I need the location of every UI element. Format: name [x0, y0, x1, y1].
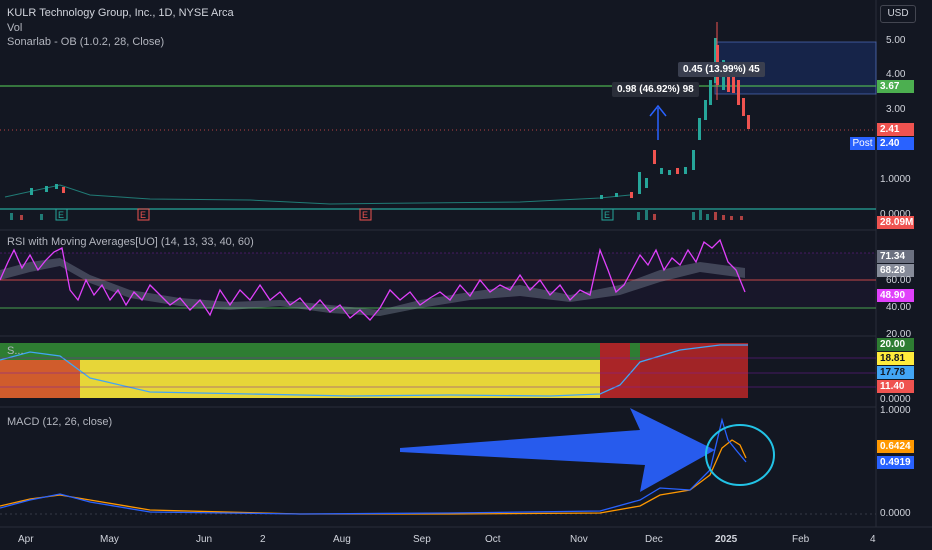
price-axis-label: 1.0000 [880, 174, 911, 185]
price-tag-post: 2.40 [877, 137, 914, 150]
date-label: 4 [870, 534, 876, 545]
oscillator-histogram [0, 343, 748, 398]
date-label: Nov [570, 534, 588, 545]
post-market-label: Post [850, 137, 875, 150]
price-axis-label: 3.00 [886, 104, 906, 115]
rsi-line [0, 238, 746, 321]
mid-panel-legend: S... [7, 345, 24, 357]
price-tag-last: 2.41 [877, 123, 914, 136]
macd-axis-label: 1.0000 [880, 405, 911, 416]
price-axis-label: 5.00 [886, 35, 906, 46]
date-label: Feb [792, 534, 810, 545]
date-label: May [100, 534, 119, 545]
up-arrow-annotation [649, 104, 667, 140]
volume-bars [10, 210, 743, 220]
rsi-axis-label: 40.00 [886, 302, 912, 313]
date-label: Jun [196, 534, 213, 545]
date-label: Dec [645, 534, 663, 545]
volume-tag: 28.09M [877, 216, 914, 229]
rsi-legend: RSI with Moving Averages[UO] (14, 13, 33… [7, 236, 254, 248]
orderblock-legend: Sonarlab - OB (1.0.2, 28, Close) [7, 36, 165, 48]
price-tag-upper-level: 3.67 [877, 80, 914, 93]
price-axis-label: 4.00 [886, 69, 906, 80]
highlight-circle [705, 424, 775, 486]
date-label: 2025 [715, 534, 738, 545]
mid-axis-label: 0.0000 [880, 394, 911, 405]
macd-axis-label: 0.0000 [880, 508, 911, 519]
date-label: Aug [333, 534, 351, 545]
rsi-axis-label: 20.00 [886, 329, 912, 340]
mid-tag-b: 18.81 [877, 352, 914, 365]
date-label: Sep [413, 534, 431, 545]
currency-button[interactable]: USD [880, 5, 916, 23]
svg-text:E: E [58, 210, 64, 220]
date-label: 2 [260, 534, 266, 545]
macd-line [0, 417, 747, 515]
vol-legend: Vol [7, 22, 23, 34]
macd-value-tag: 0.4919 [877, 456, 914, 469]
rsi-ma-band [0, 258, 745, 316]
blue-arrow-annotation [400, 408, 715, 492]
symbol-title: KULR Technology Group, Inc., 1D, NYSE Ar… [7, 7, 234, 19]
macd-signal-tag: 0.6424 [877, 440, 914, 453]
svg-text:E: E [362, 210, 368, 220]
measure-label-right: 0.45 (13.99%) 45 [678, 62, 765, 77]
rsi-value-tag: 48.90 [877, 289, 914, 302]
price-candles [4, 22, 750, 205]
measure-label-left: 0.98 (46.92%) 98 [612, 82, 699, 97]
earnings-markers[interactable]: E E E E [55, 208, 614, 221]
price-axis-label: 0.0000 [880, 209, 911, 220]
svg-text:E: E [140, 210, 146, 220]
date-label: Apr [18, 534, 34, 545]
date-label: Oct [485, 534, 501, 545]
mid-tag-a: 20.00 [877, 338, 914, 351]
svg-text:E: E [604, 210, 610, 220]
rsi-axis-label: 60.00 [886, 275, 912, 286]
macd-legend: MACD (12, 26, close) [7, 416, 113, 428]
mid-tag-c: 17.78 [877, 366, 914, 379]
mid-tag-d: 11.40 [877, 380, 914, 393]
rsi-ma1-tag: 71.34 [877, 250, 914, 263]
rsi-ma2-tag: 68.28 [877, 264, 914, 277]
